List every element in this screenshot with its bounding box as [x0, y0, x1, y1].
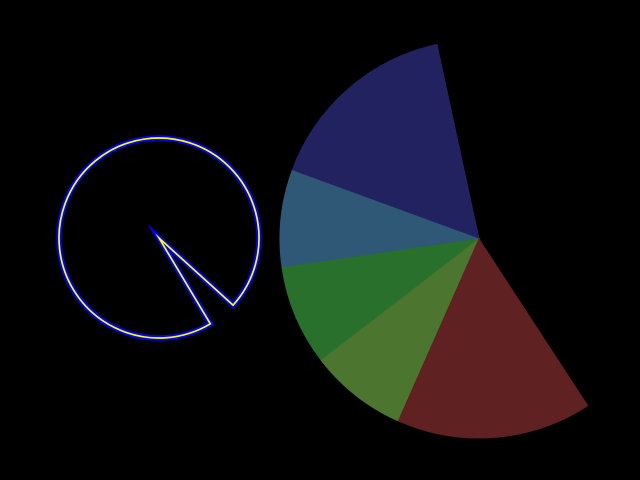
outline-pie	[56, 135, 262, 341]
pie-slice	[397, 237, 589, 439]
filled-pie	[279, 43, 589, 439]
pie-slice	[320, 238, 480, 422]
outline-wedge-inner-line	[58, 137, 260, 339]
pie-slice	[291, 43, 480, 240]
pie-slice	[279, 169, 480, 269]
pie-slice	[281, 238, 481, 362]
